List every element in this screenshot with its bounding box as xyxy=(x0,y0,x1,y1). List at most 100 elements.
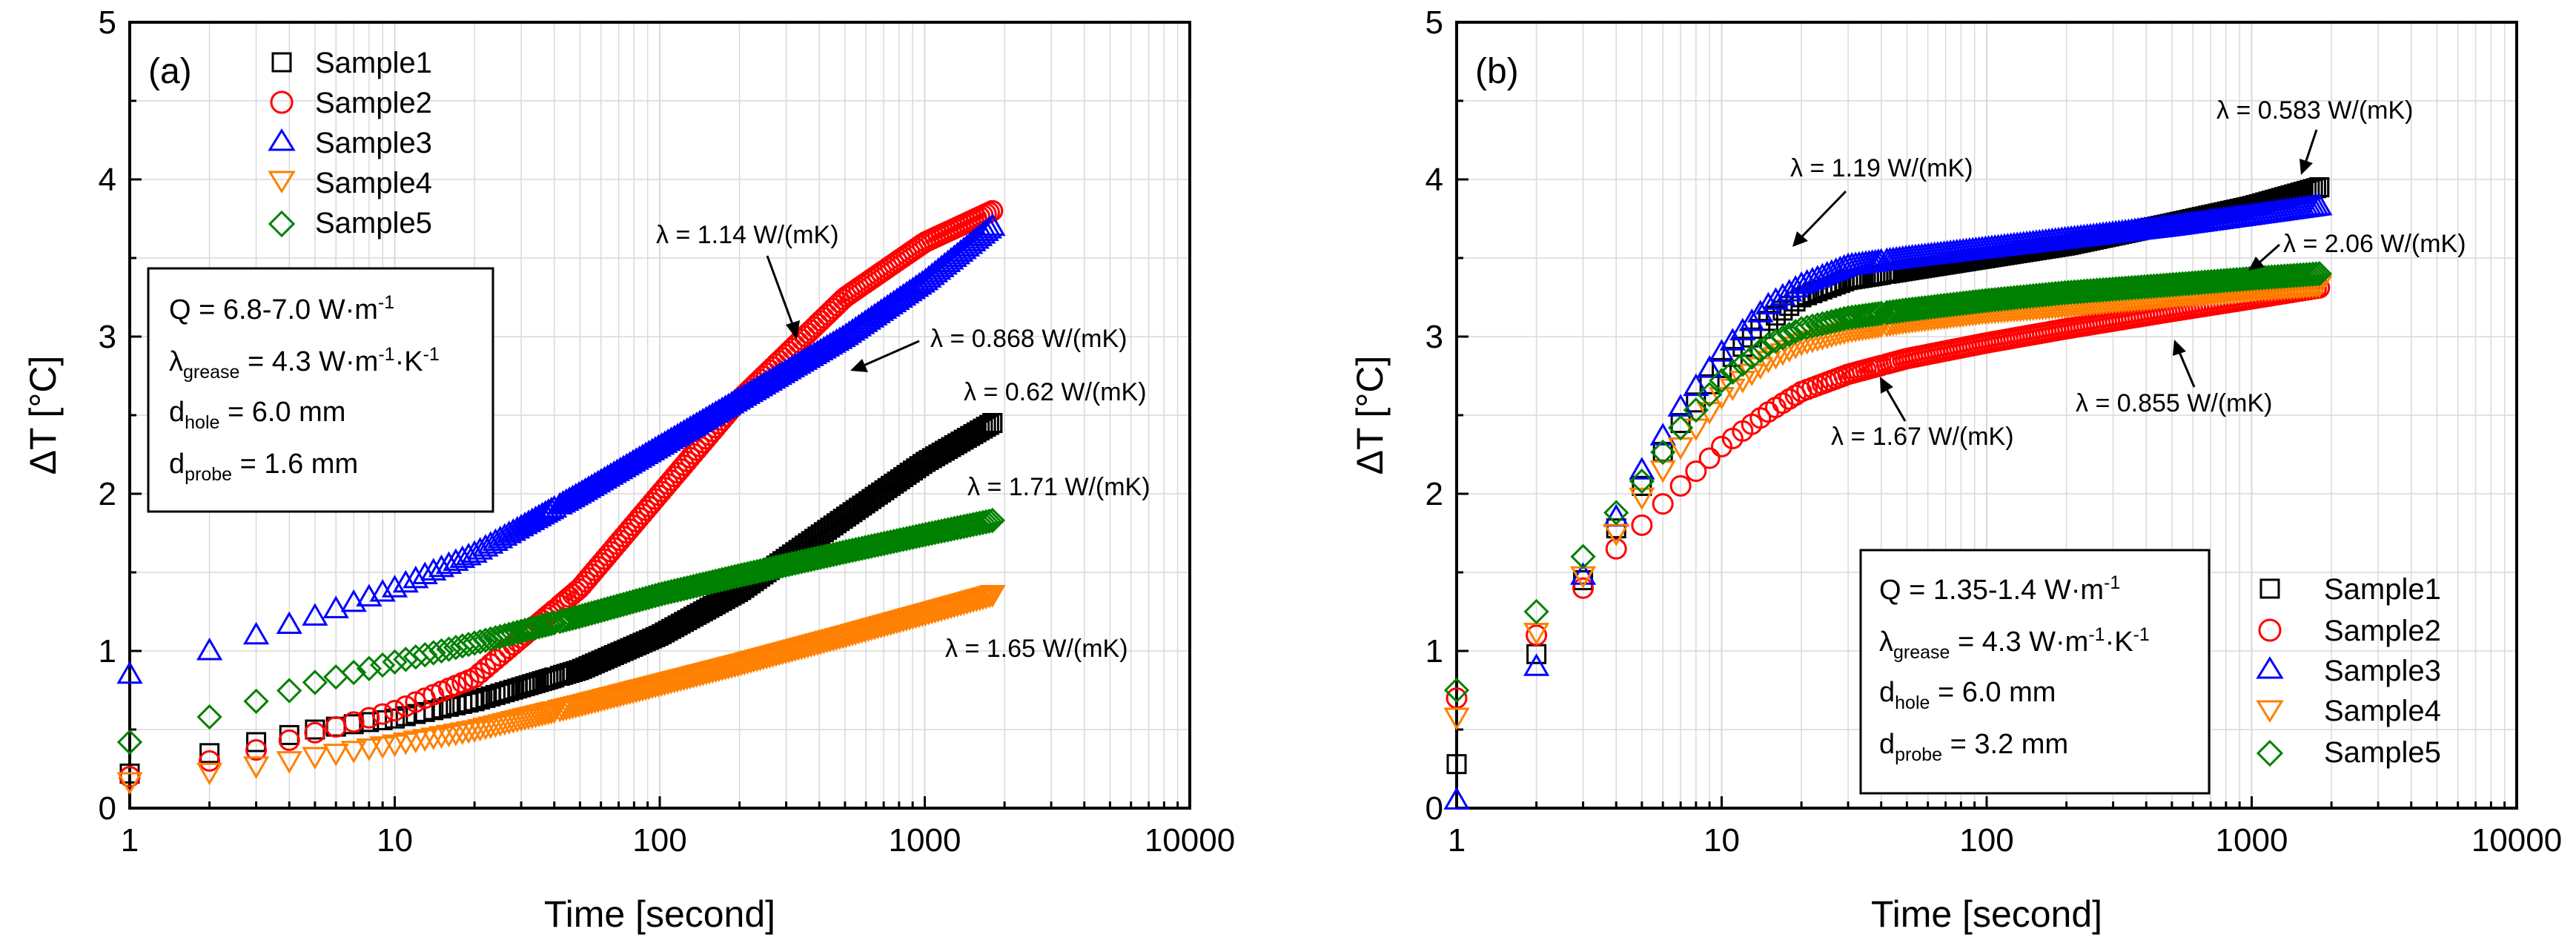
data-point xyxy=(420,727,447,750)
x-tick-label-1000: 1000 xyxy=(2216,822,2288,859)
data-point xyxy=(592,597,617,623)
data-point xyxy=(436,636,462,662)
legend-label-sample4-a: Sample4 xyxy=(315,167,432,199)
svg-text:λ = 0.868 W/(mK): λ = 0.868 W/(mK) xyxy=(930,325,1127,353)
data-point xyxy=(1769,325,1796,351)
data-point xyxy=(385,708,405,729)
data-point xyxy=(970,509,996,535)
data-point xyxy=(976,508,1002,535)
series-sample3 xyxy=(116,213,1006,684)
legend-label-sample1-a: Sample1 xyxy=(315,47,432,79)
series-sample4 xyxy=(116,585,1006,795)
y-tick-label-0: 0 xyxy=(1426,790,1443,827)
data-point xyxy=(1685,460,1707,483)
x-tick-label-100: 100 xyxy=(1959,822,2013,859)
data-point xyxy=(617,589,643,615)
series-sample3 xyxy=(1443,193,2333,810)
data-point xyxy=(550,608,576,634)
data-point xyxy=(358,707,380,729)
x-tick-labels-b: 1 10 100 1000 10000 xyxy=(1448,822,2562,859)
data-point xyxy=(2294,262,2320,288)
legend-marker-sample2-a xyxy=(270,90,294,114)
data-point xyxy=(623,588,649,614)
legend-label-sample5-a: Sample5 xyxy=(315,207,432,239)
data-point xyxy=(1818,308,1844,334)
data-point xyxy=(526,614,552,640)
series-sample5 xyxy=(1443,261,2332,704)
svg-text:λ = 1.65 W/(mK): λ = 1.65 W/(mK) xyxy=(945,635,1128,663)
data-point xyxy=(1446,754,1467,775)
grid-a xyxy=(130,22,1190,808)
data-point xyxy=(1649,460,1676,483)
data-point xyxy=(435,724,463,748)
info-box-a: Q = 6.8-7.0 W·m-1 λgrease = 4.3 W·m-1·K-… xyxy=(147,267,494,513)
panel-label-b: (b) xyxy=(1475,52,1519,91)
info-hole-a: dhole = 6.0 mm xyxy=(169,397,345,433)
data-point xyxy=(302,669,328,695)
data-markers-a xyxy=(116,199,1006,795)
data-point xyxy=(443,723,469,747)
data-point xyxy=(277,678,302,704)
info-probe-a: dprobe = 1.6 mm xyxy=(169,449,358,485)
data-point xyxy=(1652,493,1674,515)
legend-label-sample2-a: Sample2 xyxy=(315,87,432,119)
data-point xyxy=(633,585,659,612)
data-point xyxy=(970,221,996,244)
annotation-lambda-2.06-b: λ = 2.06 W/(mK) xyxy=(2248,230,2466,271)
legend-label-sample5-b: Sample5 xyxy=(2324,736,2441,769)
data-point xyxy=(369,578,396,602)
data-point xyxy=(629,586,655,612)
y-tick-labels-b: 0 1 2 3 4 5 xyxy=(1426,4,1443,827)
data-point xyxy=(981,199,1004,222)
data-point xyxy=(384,700,405,722)
data-point xyxy=(342,711,365,733)
y-tick-label-1: 1 xyxy=(1426,633,1443,669)
data-point xyxy=(1697,382,1723,408)
data-point xyxy=(595,595,620,622)
data-point xyxy=(560,605,586,631)
data-point xyxy=(1782,337,1809,360)
data-point xyxy=(1443,677,1470,704)
legend-label-sample3-a: Sample3 xyxy=(315,127,432,159)
data-point xyxy=(242,621,270,645)
data-point xyxy=(116,661,143,684)
legend-marker-sample3-a xyxy=(268,128,296,151)
y-tick-label-1: 1 xyxy=(99,633,116,669)
data-point xyxy=(302,603,328,626)
x-tick-labels-a: 1 10 100 1000 10000 xyxy=(121,822,1235,859)
data-point xyxy=(1443,787,1470,810)
axis-ticks-a xyxy=(128,21,1191,810)
data-point xyxy=(519,615,545,641)
data-point xyxy=(278,729,300,751)
data-point xyxy=(356,655,382,681)
data-point xyxy=(196,762,223,786)
data-point xyxy=(607,592,633,618)
info-q-b: Q = 1.35-1.4 W·m-1 xyxy=(1879,572,2120,606)
y-tick-label-0: 0 xyxy=(99,790,116,827)
data-point xyxy=(1747,337,1773,364)
data-point xyxy=(1696,355,1723,378)
data-point xyxy=(964,511,990,537)
data-point xyxy=(639,583,665,609)
series-sample5 xyxy=(116,507,1005,755)
data-point xyxy=(2297,261,2323,288)
data-point xyxy=(2303,261,2329,287)
legend-label-sample3-b: Sample3 xyxy=(2324,655,2441,687)
data-point xyxy=(1572,577,1595,599)
data-point xyxy=(369,736,396,759)
x-tick-label-10: 10 xyxy=(1703,822,1740,859)
data-point xyxy=(572,602,598,628)
data-point xyxy=(1778,388,1801,410)
y-axis-label-b: ΔT [°C] xyxy=(1349,356,1391,475)
data-point xyxy=(116,772,143,795)
data-point xyxy=(1776,322,1802,348)
data-point xyxy=(575,601,602,627)
data-point xyxy=(461,720,488,744)
info-box-b: Q = 1.35-1.4 W·m-1 λgrease = 4.3 W·m-1·K… xyxy=(1859,549,2211,795)
annotation-lambda-0.855-b: λ = 0.855 W/(mK) xyxy=(2076,340,2272,417)
data-point xyxy=(428,726,455,749)
x-axis-label-a: Time [second] xyxy=(544,893,775,935)
data-point xyxy=(585,598,611,624)
y-axis-label-a: ΔT [°C] xyxy=(22,356,64,475)
